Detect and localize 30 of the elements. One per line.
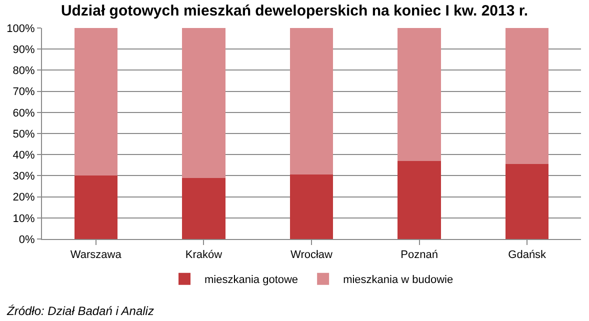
bar [74,176,118,239]
bar [290,28,334,175]
y-tick-label: 10% [12,212,36,225]
bar [506,164,549,239]
legend-label: mieszkania w budowie [343,274,454,286]
y-tick-label: 50% [12,128,36,140]
legend-label: mieszkania gotowe [204,274,298,286]
x-tick-label: Wrocław [290,249,333,262]
x-tick-label: Poznań [400,249,438,262]
chart-title: Udział gotowych mieszkań deweloperskich na koniec I kw. 2013 r. [60,2,528,20]
bar [182,178,226,239]
y-tick-label: 60% [12,107,36,120]
y-tick-label: 80% [12,65,36,78]
y-tick-label: 70% [12,86,36,98]
y-tick-label: 90% [12,44,36,56]
y-tick-label: 20% [12,192,36,204]
bar [398,28,441,161]
text: Źródło: Dział Badań i Analiz [6,304,154,318]
bar [182,28,226,178]
bar [506,28,549,164]
x-tick-label: Kraków [185,249,222,262]
bar [74,28,118,176]
y-tick-label: 0% [18,234,36,246]
y-tick-label: 100% [6,22,36,35]
y-tick-label: 30% [12,170,36,183]
bar [290,174,334,239]
x-tick-label: Gdańsk [508,249,547,262]
y-tick-label: 40% [12,149,36,162]
bar [398,160,441,239]
x-tick-label: Warszawa [70,249,122,262]
